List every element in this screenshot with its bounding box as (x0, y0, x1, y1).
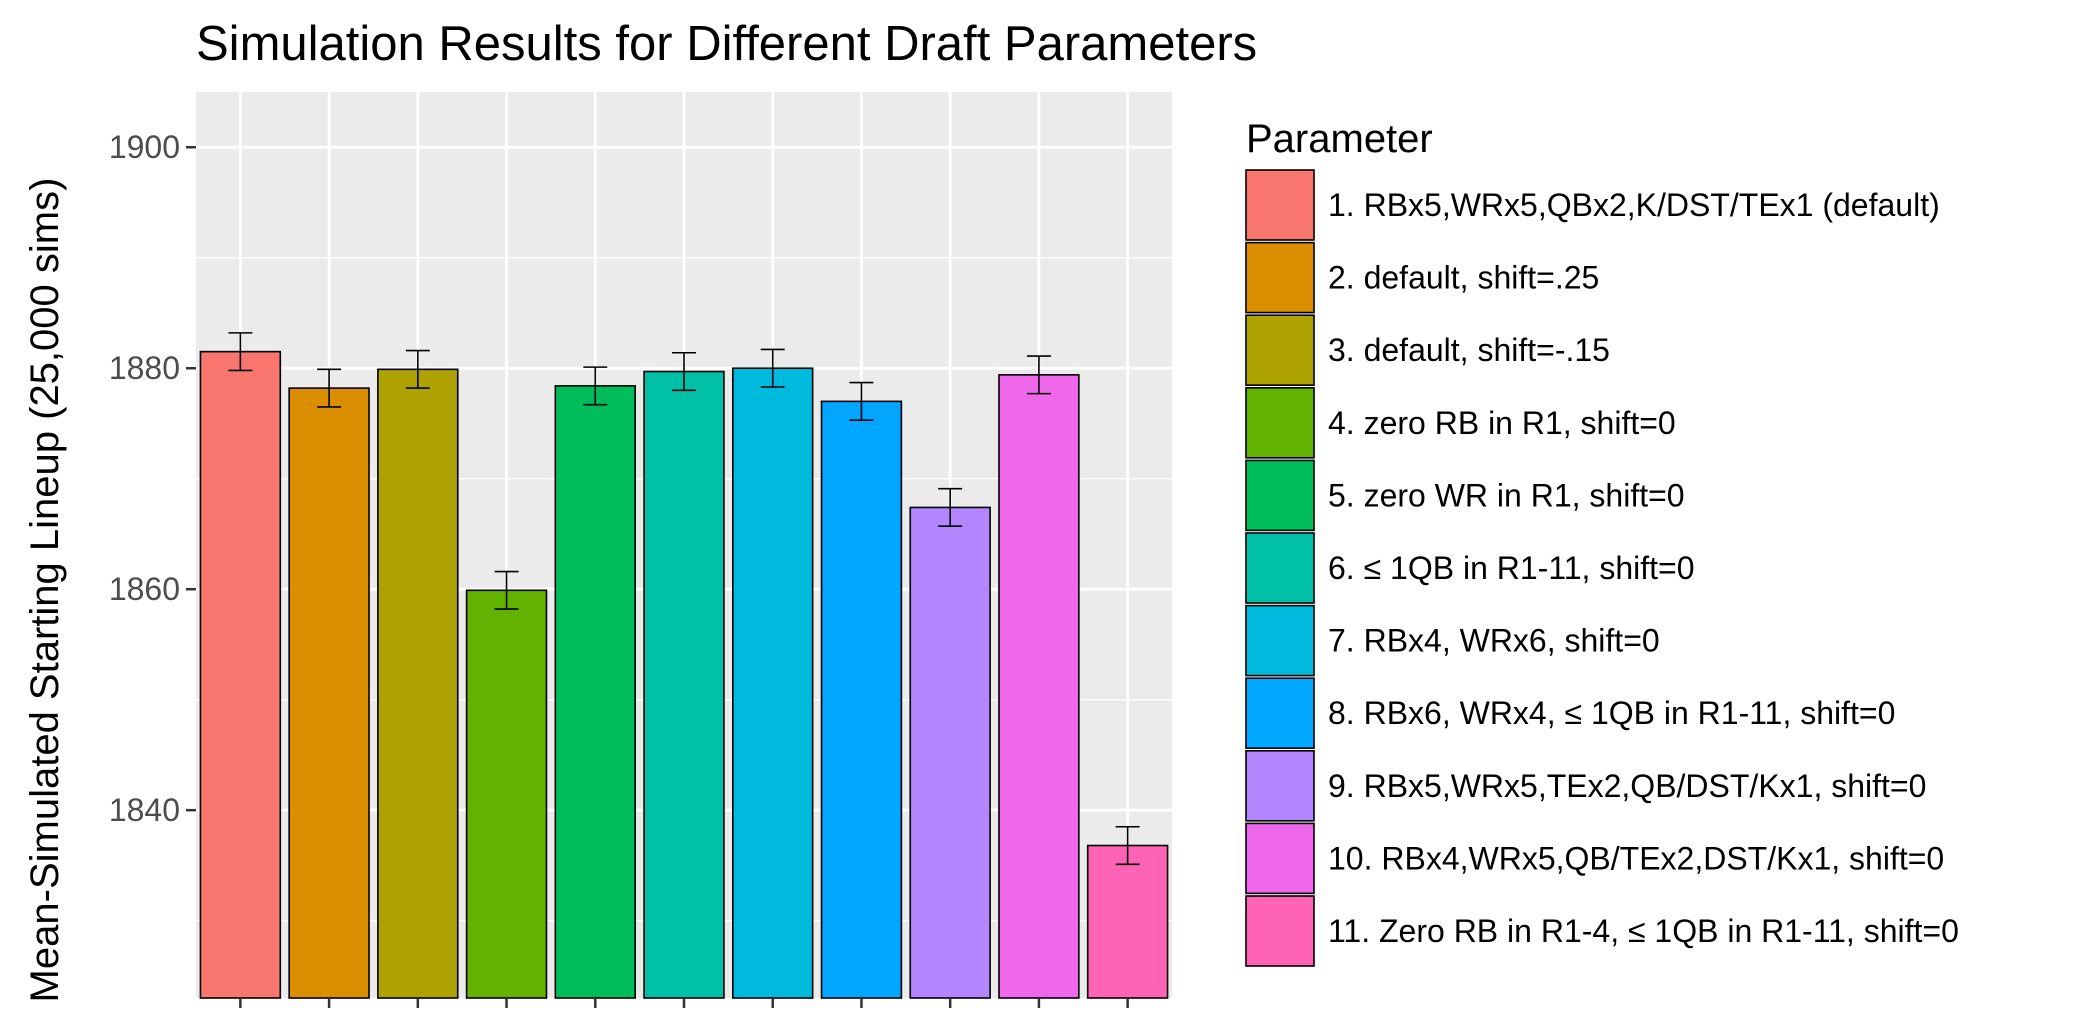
legend-label: 2. default, shift=.25 (1328, 260, 1599, 296)
legend-key (1245, 604, 1315, 677)
legend-label: 10. RBx4,WRx5,QB/TEx2,DST/Kx1, shift=0 (1328, 840, 1944, 876)
error-bar-1 (228, 332, 253, 372)
legend-key (1245, 386, 1315, 459)
y-tick-label: 1900 (109, 129, 180, 165)
legend-key (1245, 532, 1315, 604)
legend-key (1245, 314, 1315, 387)
legend-key (1245, 677, 1315, 750)
legend-key (1245, 822, 1315, 895)
bar-2 (288, 387, 370, 999)
bar-1 (199, 350, 282, 999)
legend-label: 11. Zero RB in R1-4, ≤ 1QB in R1-11, shi… (1328, 913, 1959, 949)
error-bar-5 (583, 366, 608, 406)
error-bar-7 (760, 348, 785, 388)
error-bar-8 (849, 381, 874, 421)
legend-key (1245, 749, 1315, 822)
error-bar-6 (672, 351, 696, 392)
error-bar-10 (1026, 355, 1051, 395)
legend-item-4: 4. zero RB in R1, shift=0 (1245, 386, 1676, 459)
legend-key (1245, 169, 1315, 241)
legend-item-5: 5. zero WR in R1, shift=0 (1245, 459, 1685, 532)
bar-6 (643, 370, 725, 999)
error-bar-11 (1115, 825, 1140, 866)
legend-label: 8. RBx6, WRx4, ≤ 1QB in R1-11, shift=0 (1328, 695, 1895, 731)
legend-item-10: 10. RBx4,WRx5,QB/TEx2,DST/Kx1, shift=0 (1245, 822, 1944, 895)
error-bar-9 (938, 487, 963, 528)
legend-label: 3. default, shift=-.15 (1328, 332, 1610, 368)
legend-key (1245, 895, 1315, 967)
chart-title: Simulation Results for Different Draft P… (196, 17, 1257, 71)
legend-label: 5. zero WR in R1, shift=0 (1328, 477, 1685, 513)
legend-item-6: 6. ≤ 1QB in R1-11, shift=0 (1245, 532, 1694, 604)
bars (199, 350, 1169, 999)
error-bar-3 (405, 349, 430, 389)
legend-item-9: 9. RBx5,WRx5,TEx2,QB/DST/Kx1, shift=0 (1245, 749, 1926, 822)
y-tick-label: 1880 (109, 350, 180, 386)
error-bar-4 (494, 570, 519, 610)
legend-item-1: 1. RBx5,WRx5,QBx2,K/DST/TEx1 (default) (1245, 169, 1940, 241)
error-bars (228, 332, 1140, 866)
bar-7 (731, 367, 814, 999)
legend: Parameter 1. RBx5,WRx5,QBx2,K/DST/TEx1 (… (1245, 117, 1959, 967)
legend-label: 9. RBx5,WRx5,TEx2,QB/DST/Kx1, shift=0 (1328, 768, 1926, 804)
x-axis (239, 998, 1129, 1008)
legend-item-3: 3. default, shift=-.15 (1245, 314, 1610, 387)
bar-9 (909, 506, 991, 999)
legend-item-7: 7. RBx4, WRx6, shift=0 (1245, 604, 1660, 677)
bar-4 (465, 589, 548, 999)
y-tick-label: 1860 (109, 571, 180, 607)
y-axis: 1840 1860 1880 1900 (109, 129, 196, 828)
y-axis-label: Mean-Simulated Starting Lineup (25,000 s… (23, 178, 67, 1003)
legend-label: 6. ≤ 1QB in R1-11, shift=0 (1328, 550, 1694, 586)
bar-8 (820, 400, 903, 999)
legend-title: Parameter (1246, 117, 1433, 161)
legend-label: 4. zero RB in R1, shift=0 (1328, 405, 1676, 441)
legend-item-11: 11. Zero RB in R1-4, ≤ 1QB in R1-11, shi… (1245, 895, 1959, 967)
bar-11 (1086, 844, 1169, 999)
bar-3 (377, 368, 459, 999)
error-bar-2 (317, 368, 342, 408)
y-tick-label: 1840 (109, 792, 180, 828)
legend-item-8: 8. RBx6, WRx4, ≤ 1QB in R1-11, shift=0 (1245, 677, 1895, 750)
bar-5 (554, 385, 637, 999)
legend-item-2: 2. default, shift=.25 (1245, 241, 1599, 314)
legend-key (1245, 459, 1315, 532)
legend-label: 7. RBx4, WRx6, shift=0 (1328, 623, 1660, 659)
legend-label: 1. RBx5,WRx5,QBx2,K/DST/TEx1 (default) (1328, 187, 1940, 223)
legend-key (1245, 241, 1315, 314)
bar-10 (998, 374, 1080, 999)
